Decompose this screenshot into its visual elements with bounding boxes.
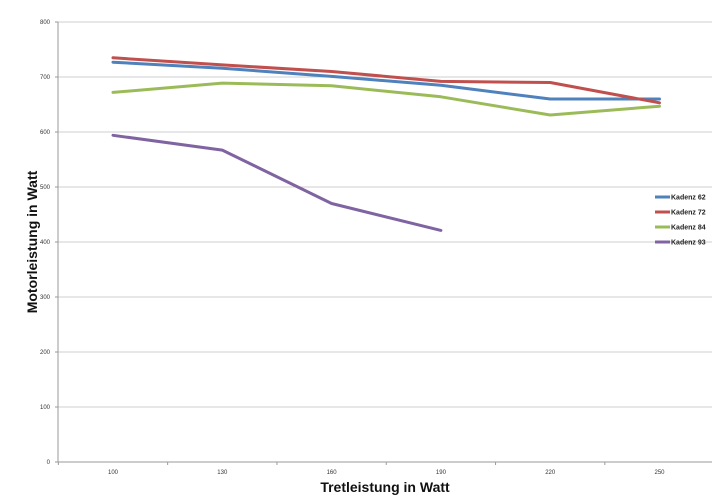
x-tick-label: 130 bbox=[217, 470, 228, 476]
y-tick-label: 800 bbox=[40, 20, 51, 26]
y-tick-label: 100 bbox=[40, 405, 51, 411]
x-tick-label: 250 bbox=[654, 470, 665, 476]
legend-label: Kadenz 84 bbox=[671, 225, 706, 232]
legend-label: Kadenz 62 bbox=[671, 195, 706, 202]
y-tick-label: 200 bbox=[40, 350, 51, 356]
series-line-kadenz-93 bbox=[111, 133, 443, 232]
series-line-kadenz-84 bbox=[111, 81, 661, 117]
y-tick-label: 300 bbox=[40, 295, 51, 301]
y-axis-title: Motorleistung in Watt bbox=[24, 170, 40, 313]
y-tick-label: 400 bbox=[40, 240, 51, 246]
y-tick-label: 700 bbox=[40, 75, 51, 81]
x-tick-label: 100 bbox=[108, 470, 119, 476]
x-tick-label: 190 bbox=[436, 470, 447, 476]
y-tick-label: 500 bbox=[40, 185, 51, 191]
legend: Kadenz 62 Kadenz 72 Kadenz 84 Kadenz 93 bbox=[655, 195, 706, 247]
x-axis-ticks: 100 130 160 190 220 250 bbox=[57, 462, 665, 476]
x-tick-label: 220 bbox=[545, 470, 556, 476]
y-axis-ticks: 0 100 200 300 400 500 600 700 800 bbox=[40, 20, 58, 466]
legend-label: Kadenz 93 bbox=[671, 240, 706, 247]
series-line-kadenz-62 bbox=[111, 60, 661, 101]
y-tick-label: 0 bbox=[47, 460, 51, 466]
series-line-kadenz-72 bbox=[111, 56, 661, 105]
x-axis-title: Tretleistung in Watt bbox=[320, 479, 450, 495]
legend-label: Kadenz 72 bbox=[671, 210, 706, 217]
series-lines bbox=[111, 56, 661, 232]
x-tick-label: 160 bbox=[327, 470, 338, 476]
gridlines bbox=[58, 21, 712, 408]
y-tick-label: 600 bbox=[40, 130, 51, 136]
